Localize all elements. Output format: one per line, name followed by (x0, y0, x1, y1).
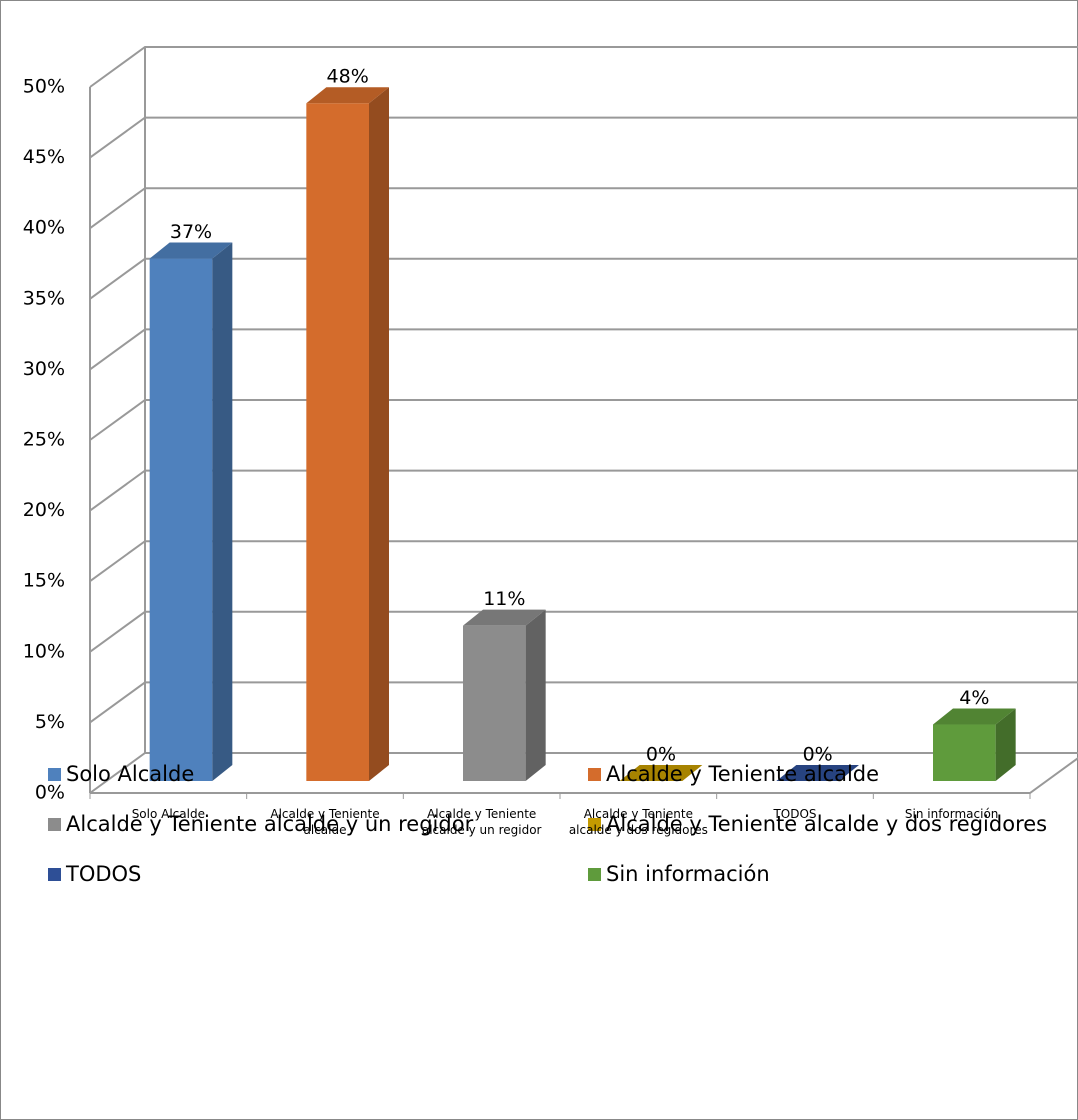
grid-line (89, 328, 1078, 371)
y-tick-label: 35% (23, 287, 65, 309)
grid-line (89, 469, 1078, 512)
y-tick-label: 25% (23, 429, 65, 451)
grid-line (89, 116, 1078, 159)
y-tick-label: 45% (23, 146, 65, 168)
y-tick-label: 30% (23, 358, 65, 380)
y-tick-label: 10% (23, 640, 65, 662)
bar-side (525, 609, 546, 781)
x-tick-label: Alcalde y Teniente alcalde y un regidor (421, 807, 542, 837)
grid-line (89, 257, 1078, 300)
grid-line (89, 46, 1078, 88)
x-tick-label: TODOS (773, 807, 817, 821)
legend-label: TODOS (65, 862, 141, 886)
legend-swatch (588, 868, 601, 881)
grid-line (89, 681, 1078, 724)
value-label: 4% (959, 687, 989, 709)
bar (933, 724, 996, 781)
bar-top (776, 765, 859, 781)
legend-swatch (588, 818, 601, 831)
bar-top (463, 609, 546, 626)
y-tick-label: 50% (23, 76, 65, 98)
legend-label: Alcalde y Teniente alcalde (606, 762, 879, 786)
grid-line (89, 752, 1078, 794)
legend-swatch (48, 818, 61, 831)
bar-side (369, 87, 389, 782)
x-tick-label: Solo Alcalde (131, 807, 205, 821)
y-tick-label: 5% (35, 711, 65, 733)
bar (149, 258, 213, 781)
bar-top (149, 242, 233, 259)
bar-side (212, 242, 233, 781)
legend-label: Alcalde y Teniente alcalde y un regidor (66, 812, 474, 836)
grid-line (89, 187, 1078, 230)
value-label: 11% (483, 588, 525, 610)
x-tick-label: Alcalde y Teniente alcalde y dos regidor… (568, 807, 708, 837)
bar-top (306, 87, 389, 104)
x-tick-label: Sin información (904, 807, 999, 821)
bar (463, 625, 526, 781)
bar-side (995, 708, 1016, 781)
value-label: 48% (327, 66, 369, 88)
x-tick-label: Alcalde y Teniente alcalde (270, 807, 380, 837)
bar (306, 103, 369, 782)
legend-label: Sin información (606, 862, 770, 886)
value-label: 0% (803, 744, 833, 766)
legend-swatch (48, 868, 61, 881)
grid-line (89, 540, 1078, 583)
legend-swatch (48, 768, 61, 781)
grid-line (89, 610, 1078, 653)
bar-top (619, 765, 703, 781)
legend-swatch (588, 768, 601, 781)
y-tick-label: 15% (23, 570, 65, 592)
legend-label: Solo Alcalde (66, 762, 194, 786)
grid-line (89, 399, 1078, 441)
y-tick-label: 0% (35, 782, 65, 804)
value-label: 37% (170, 221, 212, 243)
y-tick-label: 20% (23, 499, 65, 521)
y-tick-label: 40% (23, 217, 65, 239)
value-label: 0% (646, 744, 676, 766)
bar-top (933, 708, 1016, 725)
legend-label: Alcalde y Teniente alcalde y dos regidor… (606, 812, 1047, 836)
